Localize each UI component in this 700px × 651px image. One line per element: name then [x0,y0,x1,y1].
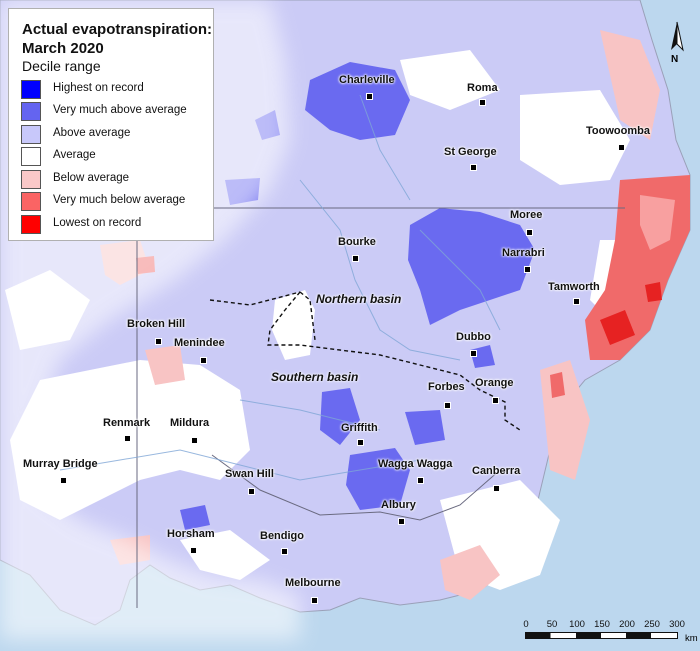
town-label-dubbo: Dubbo [456,331,491,343]
town-label-charleville: Charleville [339,74,395,86]
town-label-renmark: Renmark [103,417,151,429]
scale-tick-label: 200 [619,619,635,630]
north-label: N [671,54,679,65]
town-label-horsham: Horsham [167,528,215,540]
north-arrow: N [668,20,686,66]
town-marker [398,518,405,525]
town-label-bendigo: Bendigo [260,530,304,542]
town-label-albury: Albury [381,499,416,511]
scale-bar: 0 50 100 150 200 250 300 km [522,619,700,645]
town-label-st-george: St George [444,146,497,158]
town-marker [60,477,67,484]
legend-swatch [21,170,41,189]
town-marker [618,144,625,151]
town-marker [444,402,451,409]
legend-date: March 2020 [22,40,104,57]
rivers [59,94,501,481]
legend: Actual evapotranspiration: March 2020 De… [8,8,214,241]
town-label-melbourne: Melbourne [285,577,341,589]
town-label-griffith: Griffith [341,422,378,434]
northern-basin-label: Northern basin [316,292,402,306]
town-marker [124,435,131,442]
town-marker [492,397,499,404]
southern-basin-label: Southern basin [271,370,359,384]
town-label-canberra: Canberra [472,465,521,477]
legend-swatch [21,215,41,234]
town-label-menindee: Menindee [174,337,225,349]
town-marker [470,350,477,357]
town-marker [281,548,288,555]
town-marker [248,488,255,495]
scale-tick-label: 300 [669,619,685,630]
legend-subtitle: Decile range [22,58,101,74]
town-marker [470,164,477,171]
town-label-orange: Orange [475,377,514,389]
scale-tick-label: 250 [644,619,660,630]
town-marker [573,298,580,305]
town-marker [190,547,197,554]
legend-swatch [21,102,41,121]
town-label-roma: Roma [467,82,498,94]
town-marker [200,357,207,364]
town-label-swan-hill: Swan Hill [225,468,274,480]
town-label-mildura: Mildura [170,417,210,429]
legend-swatch [21,192,41,211]
town-label-narrabri: Narrabri [502,247,545,259]
legend-label: Lowest on record [53,217,142,229]
legend-label: Very much below average [53,194,186,206]
north-arrow-icon [671,21,684,52]
legend-swatch [21,125,41,144]
legend-label: Above average [53,127,131,139]
legend-title: Actual evapotranspiration: [22,21,213,38]
town-marker [352,255,359,262]
legend-label: Very much above average [53,104,187,116]
town-label-forbes: Forbes [428,381,465,393]
legend-label: Average [53,149,96,161]
scale-units: km [685,633,698,644]
town-label-murray-bridge: Murray Bridge [23,458,98,470]
town-label-bourke: Bourke [338,236,376,248]
legend-swatch [21,147,41,166]
legend-swatch [21,80,41,99]
state-borders [136,180,625,608]
town-marker [526,229,533,236]
town-label-tamworth: Tamworth [548,281,600,293]
town-marker [191,437,198,444]
town-marker [479,99,486,106]
very-much-above-average-regions [180,62,535,530]
town-marker [417,477,424,484]
town-marker [155,338,162,345]
town-label-toowoomba: Toowoomba [586,125,650,137]
scale-tick-label: 100 [569,619,585,630]
scale-tick-label: 50 [546,619,558,630]
town-marker [357,439,364,446]
town-marker [524,266,531,273]
scale-tick-label: 0 [523,619,529,630]
legend-label: Below average [53,172,130,184]
legend-label: Highest on record [53,82,144,94]
scale-tick-label: 150 [594,619,610,630]
town-label-broken-hill: Broken Hill [127,318,186,330]
town-label-wagga-wagga: Wagga Wagga [378,458,453,470]
town-label-moree: Moree [510,209,543,221]
town-marker [366,93,373,100]
town-marker [311,597,318,604]
scale-bar-graphic [525,632,678,639]
basin-boundaries [209,291,521,431]
town-marker [493,485,500,492]
